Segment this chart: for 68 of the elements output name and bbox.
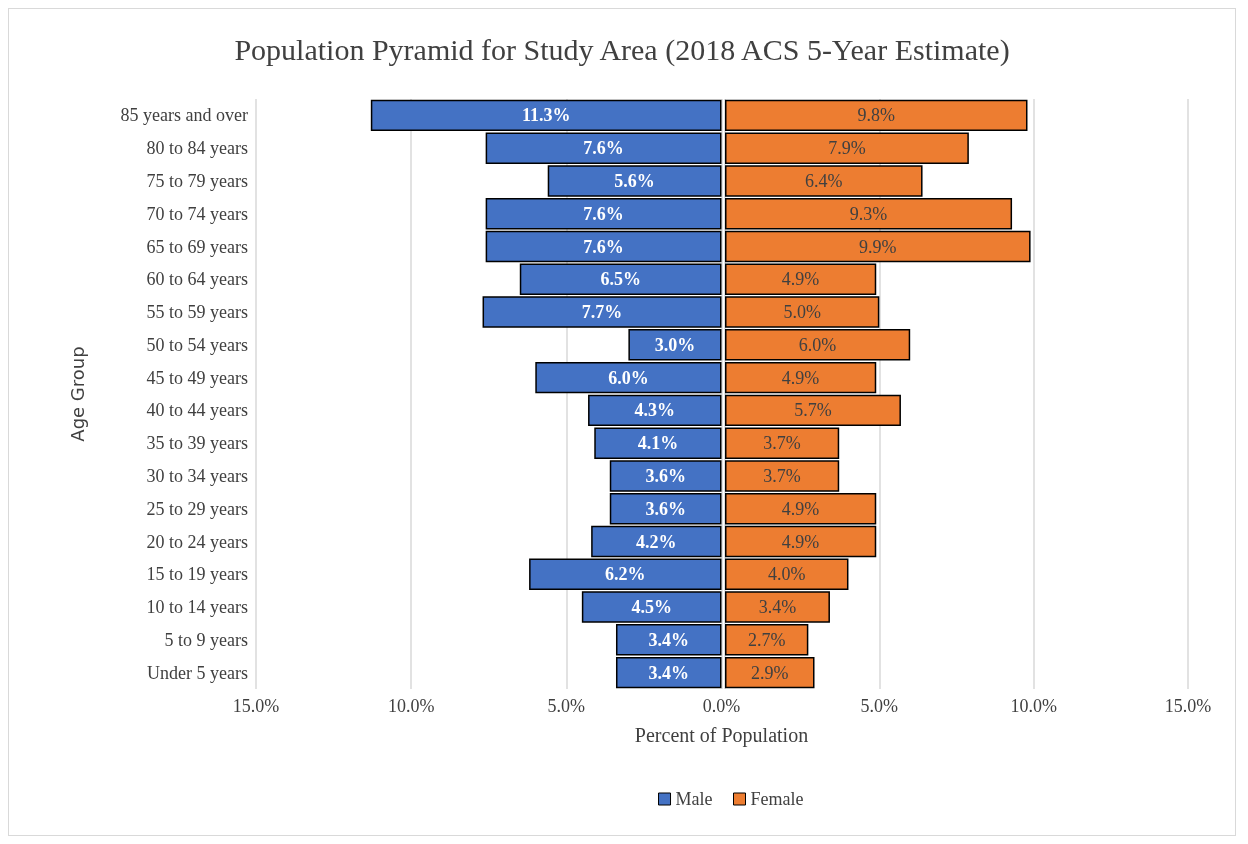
data-label: 6.0%	[798, 334, 836, 355]
data-label: 9.9%	[858, 236, 897, 257]
data-label: 3.4%	[648, 662, 689, 683]
data-label: 3.7%	[762, 433, 801, 454]
y-tick-label: 5 to 9 years	[164, 629, 248, 650]
y-tick-label: Under 5 years	[147, 662, 248, 683]
data-label: 3.4%	[648, 629, 689, 650]
data-label: 6.0%	[608, 367, 649, 388]
bar	[591, 525, 722, 558]
data-label: 5.7%	[793, 400, 832, 421]
data-label: 6.5%	[600, 269, 641, 290]
data-label: 4.9%	[781, 269, 819, 290]
data-label: 9.3%	[849, 203, 887, 224]
y-tick-label: 25 to 29 years	[146, 498, 248, 519]
x-tick-label: 15.0%	[1164, 696, 1211, 716]
y-tick-label: 35 to 39 years	[146, 433, 248, 454]
data-label: 4.3%	[634, 400, 676, 421]
legend-label: Male	[675, 789, 713, 809]
data-label: 4.2%	[636, 531, 677, 552]
data-label: 3.6%	[645, 465, 686, 486]
x-axis-title: Percent of Population	[634, 724, 809, 747]
data-label: 2.7%	[747, 629, 785, 650]
y-tick-label: 30 to 34 years	[146, 465, 248, 486]
data-label: 2.9%	[750, 662, 789, 683]
data-label: 7.9%	[827, 138, 866, 159]
legend-label: Female	[750, 789, 803, 809]
y-tick-label: 55 to 59 years	[146, 302, 248, 323]
x-tick-label: 15.0%	[232, 696, 280, 716]
x-tick-label: 10.0%	[387, 696, 435, 716]
data-label: 7.6%	[583, 138, 624, 159]
y-tick-label: 70 to 74 years	[146, 203, 248, 224]
data-label: 3.6%	[645, 498, 686, 519]
y-tick-label: 45 to 49 years	[146, 367, 248, 388]
data-label: 6.4%	[804, 170, 843, 191]
y-tick-label: 80 to 84 years	[146, 138, 248, 159]
x-tick-label: 10.0%	[1009, 696, 1057, 716]
data-label: 4.1%	[637, 433, 679, 454]
y-tick-label: 50 to 54 years	[146, 334, 248, 355]
data-label: 5.6%	[614, 170, 655, 191]
data-label: 11.3%	[521, 105, 571, 126]
y-tick-label: 60 to 64 years	[146, 269, 248, 290]
y-tick-label: 20 to 24 years	[146, 531, 248, 552]
x-tick-label: 0.0%	[702, 696, 741, 716]
data-label: 3.7%	[762, 465, 801, 486]
data-label: 7.6%	[583, 203, 624, 224]
data-label: 4.9%	[781, 531, 819, 552]
y-tick-label: 85 years and over	[120, 105, 248, 126]
data-label: 4.9%	[781, 498, 819, 519]
y-tick-label: 75 to 79 years	[146, 170, 248, 191]
data-label: 4.9%	[781, 367, 819, 388]
data-label: 4.0%	[767, 564, 805, 585]
y-axis-title: Age Group	[66, 346, 88, 442]
data-label: 5.0%	[782, 302, 821, 323]
data-label: 7.7%	[581, 302, 623, 323]
x-tick-label: 5.0%	[860, 696, 898, 716]
bar	[485, 230, 722, 263]
x-tick-label: 5.0%	[547, 696, 586, 716]
chart-title: Population Pyramid for Study Area (2018 ACS 5-Year Estimate)	[234, 32, 1010, 67]
data-label: 3.0%	[654, 334, 696, 355]
y-tick-label: 10 to 14 years	[146, 597, 248, 618]
y-tick-label: 65 to 69 years	[146, 236, 248, 257]
data-label: 9.8%	[857, 105, 895, 126]
y-tick-label: 40 to 44 years	[146, 400, 248, 421]
data-label: 4.5%	[631, 597, 672, 618]
data-label: 3.4%	[758, 597, 796, 618]
data-label: 7.6%	[583, 236, 624, 257]
y-tick-label: 15 to 19 years	[146, 564, 248, 585]
data-label: 6.2%	[605, 564, 646, 585]
